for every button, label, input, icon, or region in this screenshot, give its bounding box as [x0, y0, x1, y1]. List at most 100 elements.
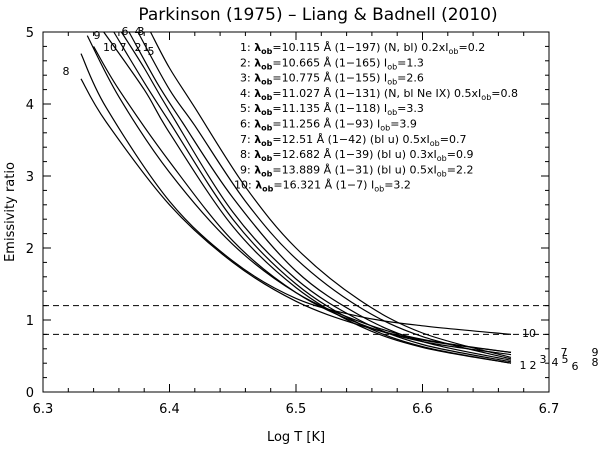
- x-tick-label: 6.6: [412, 402, 433, 417]
- legend-part: 11.135: [282, 102, 321, 115]
- curve-6: [149, 31, 512, 358]
- legend-part: =: [272, 41, 281, 54]
- curve-label-top-7: 7: [120, 41, 127, 54]
- legend-entry: 2: λob=10.665 Å (1−165) Iob=1.3: [240, 56, 424, 71]
- legend-part: Å (1−31) (bl u) 0.5xI: [320, 163, 437, 176]
- legend-part: =: [272, 148, 281, 161]
- curve-label-end-2: 2: [530, 359, 537, 372]
- legend-part: =: [272, 87, 281, 100]
- legend-part: ob: [380, 124, 390, 133]
- x-tick-label: 6.3: [33, 402, 54, 417]
- legend-part: =1.3: [397, 56, 424, 69]
- legend: 1: λob=10.115 Å (1−197) (N, bl) 0.2xIob=…: [234, 41, 518, 194]
- y-tick-label: 3: [26, 170, 34, 185]
- curve-7: [93, 46, 512, 356]
- legend-part: I: [380, 56, 387, 69]
- legend-part: =: [272, 56, 281, 69]
- legend-part: =: [273, 179, 282, 192]
- legend-part: 10.775: [282, 72, 321, 85]
- legend-part: I: [373, 118, 380, 131]
- legend-part: λ: [254, 72, 261, 85]
- legend-entry: 7: λob=12.51 Å (1−42) (bl u) 0.5xIob=0.7: [240, 133, 466, 148]
- curve-label-end-8: 8: [592, 356, 599, 369]
- legend-part: λ: [254, 118, 261, 131]
- legend-part: Å (1−7): [321, 179, 367, 192]
- curve-label-end-9: 9: [592, 346, 599, 359]
- curve-label-end-7: 7: [561, 346, 568, 359]
- curve-label-top-3: 3: [138, 25, 145, 38]
- legend-part: ob: [481, 93, 491, 102]
- curve-label-top-4: 4: [135, 25, 142, 38]
- curve-label-end-1: 1: [520, 359, 527, 372]
- legend-entry: 9: λob=13.889 Å (1−31) (bl u) 0.5xIob=2.…: [240, 163, 473, 178]
- legend-part: 10.665: [282, 56, 321, 69]
- curve-2: [113, 31, 512, 364]
- curve-label-end-10: 10: [522, 327, 536, 340]
- legend-entry: 10: λob=16.321 Å (1−7) Iob=3.2: [234, 179, 411, 194]
- legend-part: =2.6: [397, 72, 424, 85]
- legend-part: ob: [261, 108, 272, 117]
- chart-title: Parkinson (1975) – Liang & Badnell (2010…: [138, 5, 497, 25]
- legend-entry: 8: λob=12.682 Å (1−39) (bl u) 0.3xIob=0.…: [240, 148, 473, 163]
- curve-label-end-5: 5: [562, 353, 569, 366]
- legend-part: 8:: [240, 148, 254, 161]
- curve-label-top-8: 8: [63, 65, 70, 78]
- curve-label-end-3: 3: [540, 353, 547, 366]
- legend-part: ob: [374, 185, 384, 194]
- legend-part: 13.889: [282, 163, 321, 176]
- legend-entry: 6: λob=11.256 Å (1−93) Iob=3.9: [240, 118, 417, 133]
- legend-part: I: [380, 102, 387, 115]
- legend-part: ob: [387, 78, 397, 87]
- legend-part: 16.321: [283, 179, 322, 192]
- legend-part: =: [272, 72, 281, 85]
- legend-part: 9:: [240, 163, 254, 176]
- legend-part: 10:: [234, 179, 255, 192]
- curve-label-top-1: 1: [143, 41, 150, 54]
- legend-part: ob: [262, 185, 273, 194]
- legend-entry: 5: λob=11.135 Å (1−118) Iob=3.3: [240, 102, 424, 117]
- legend-part: =: [272, 163, 281, 176]
- legend-part: =2.2: [447, 163, 474, 176]
- legend-part: ob: [430, 139, 440, 148]
- legend-part: ob: [261, 154, 272, 163]
- legend-part: (N, bl) 0.2xI: [380, 41, 448, 54]
- legend-part: ob: [261, 78, 272, 87]
- curve-9: [86, 35, 512, 353]
- y-tick-label: 0: [26, 386, 34, 401]
- legend-part: =0.8: [491, 87, 518, 100]
- legend-part: λ: [254, 133, 261, 146]
- legend-part: Å (1−93): [320, 118, 373, 131]
- legend-part: =3.9: [390, 118, 417, 131]
- legend-part: Å (1−165): [320, 56, 380, 69]
- legend-part: (N, bl Ne IX) 0.5xI: [380, 87, 481, 100]
- legend-part: ob: [437, 169, 447, 178]
- legend-part: 7:: [240, 133, 254, 146]
- legend-part: ob: [449, 47, 459, 56]
- legend-part: 6:: [240, 118, 254, 131]
- legend-part: 1:: [240, 41, 254, 54]
- legend-part: ob: [261, 124, 272, 133]
- y-tick-label: 5: [26, 26, 34, 41]
- legend-part: I: [367, 179, 374, 192]
- legend-part: ob: [261, 139, 272, 148]
- legend-part: λ: [254, 87, 261, 100]
- curve-label-top-10: 10: [103, 41, 117, 54]
- legend-part: λ: [254, 148, 261, 161]
- legend-part: Å (1−131): [320, 87, 380, 100]
- curve-1: [103, 31, 512, 364]
- curve-5: [137, 31, 512, 360]
- curve-label-top-6: 6: [122, 25, 129, 38]
- legend-part: 10.115: [282, 41, 321, 54]
- legend-part: I: [380, 72, 387, 85]
- legend-part: =0.9: [447, 148, 474, 161]
- legend-part: ob: [261, 47, 272, 56]
- legend-part: ob: [387, 108, 397, 117]
- legend-part: 11.027: [282, 87, 321, 100]
- legend-part: 11.256: [282, 118, 321, 131]
- legend-part: 2:: [240, 56, 254, 69]
- legend-part: 3:: [240, 72, 254, 85]
- legend-entry: 4: λob=11.027 Å (1−131) (N, bl Ne IX) 0.…: [240, 87, 518, 102]
- curve-3: [120, 31, 512, 363]
- curve-label-top-5: 5: [148, 45, 155, 58]
